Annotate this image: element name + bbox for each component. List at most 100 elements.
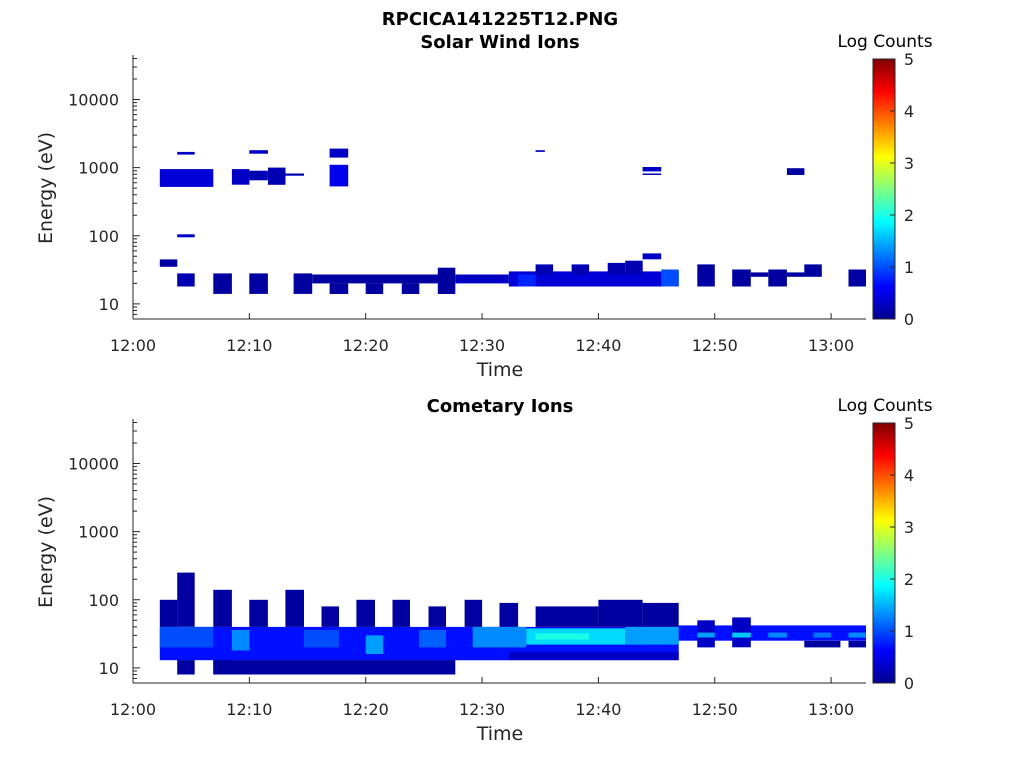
heatmap-cell xyxy=(642,602,679,627)
heatmap-cells xyxy=(159,572,866,675)
x-tick-label: 12:10 xyxy=(226,700,272,719)
x-tick-label: 12:40 xyxy=(575,700,621,719)
heatmap-cell xyxy=(177,234,195,238)
heatmap-cell xyxy=(768,632,787,638)
heatmap-cell xyxy=(607,262,626,275)
heatmap-cell xyxy=(768,269,787,287)
figure-title: RPCICA141225T12.PNG xyxy=(382,9,618,30)
heatmap-cell xyxy=(392,599,410,627)
y-tick-label: 10000 xyxy=(68,91,119,110)
heatmap-cell xyxy=(813,632,832,638)
heatmap-cell xyxy=(535,264,554,275)
heatmap-cell xyxy=(642,173,662,175)
heatmap-cell xyxy=(642,167,662,172)
colorbar-tick-label: 5 xyxy=(904,414,914,433)
colorbar: 0 1 2 3 4 5 xyxy=(872,50,914,329)
heatmap-cell xyxy=(249,150,268,154)
heatmap-cell xyxy=(329,148,349,158)
cometary-panel: Cometary Ions Log Counts Time Energy (eV… xyxy=(35,396,933,745)
heatmap-cell xyxy=(786,272,805,277)
heatmap-cell xyxy=(285,589,304,627)
x-tick-label: 12:50 xyxy=(692,700,738,719)
heatmap-cell xyxy=(231,169,250,185)
colorbar: 0 1 2 3 4 5 xyxy=(872,414,914,693)
colorbar-tick-label: 4 xyxy=(904,102,914,121)
heatmap-cell xyxy=(518,274,536,287)
heatmap-cell xyxy=(697,632,715,638)
heatmap-cell xyxy=(285,173,304,176)
heatmap-cell xyxy=(321,606,339,627)
x-tick-label: 12:00 xyxy=(110,336,156,355)
y-tick-label: 100 xyxy=(88,591,119,610)
heatmap-cell xyxy=(304,630,339,648)
heatmap-cell xyxy=(661,269,679,287)
heatmap-cell xyxy=(786,168,805,175)
heatmap-cell xyxy=(804,640,841,648)
colorbar-label: Log Counts xyxy=(837,396,932,416)
heatmap-cell xyxy=(848,632,866,638)
heatmap-cell xyxy=(159,259,178,267)
heatmap-cell xyxy=(508,652,679,661)
heatmap-cell xyxy=(159,599,178,627)
heatmap-cell xyxy=(750,272,769,277)
colorbar-label: Log Counts xyxy=(837,32,932,52)
y-tick-label: 10 xyxy=(99,659,119,678)
y-tick-label: 1000 xyxy=(78,159,119,178)
heatmap-cell xyxy=(642,253,662,260)
y-tick-label: 10000 xyxy=(68,455,119,474)
heatmap-cell xyxy=(177,572,195,627)
heatmap-cell xyxy=(428,606,446,627)
x-tick-label: 12:30 xyxy=(459,336,505,355)
heatmap-cell xyxy=(571,264,590,275)
x-tick-label: 12:20 xyxy=(343,336,389,355)
panel-title: Cometary Ions xyxy=(427,396,574,417)
heatmap-cell xyxy=(365,283,384,294)
colorbar-tick-label: 4 xyxy=(904,466,914,485)
heatmap-cell xyxy=(365,635,384,654)
colorbar-tick-label: 1 xyxy=(904,622,914,641)
heatmap-cell xyxy=(231,630,250,651)
heatmap-cell xyxy=(535,606,599,627)
colorbar-tick-label: 0 xyxy=(904,310,914,329)
y-tick-label: 10 xyxy=(99,295,119,314)
x-tick-label: 13:00 xyxy=(808,700,854,719)
solar-wind-panel: Solar Wind Ions Log Counts Time Energy (… xyxy=(35,32,933,381)
heatmap-cell xyxy=(177,660,195,675)
x-tick-label: 12:30 xyxy=(459,700,505,719)
heatmap-cell xyxy=(455,274,509,284)
x-axis-label: Time xyxy=(476,359,524,381)
colorbar-tick-label: 3 xyxy=(904,154,914,173)
axes: 12:00 12:10 12:20 12:30 12:40 12:50 13:00 10 100… xyxy=(68,55,866,355)
heatmap-cell xyxy=(268,167,286,185)
heatmap-cell xyxy=(249,170,268,181)
x-axis-label: Time xyxy=(476,723,524,745)
x-tick-label: 12:40 xyxy=(575,336,621,355)
x-tick-label: 12:10 xyxy=(226,336,272,355)
heatmap-cell xyxy=(213,273,232,294)
heatmap-cell xyxy=(293,273,313,294)
heatmap-cell xyxy=(177,151,195,155)
heatmap-cell xyxy=(732,632,751,638)
y-tick-label: 1000 xyxy=(78,523,119,542)
colorbar-tick-label: 0 xyxy=(904,674,914,693)
heatmap-cell xyxy=(625,626,679,645)
heatmap-cell xyxy=(401,283,420,294)
heatmap-cells xyxy=(159,148,866,294)
heatmap-cell xyxy=(804,264,822,277)
heatmap-cell xyxy=(848,640,866,648)
colorbar-tick-label: 1 xyxy=(904,258,914,277)
heatmap-cell xyxy=(508,271,679,287)
y-axis-label: Energy (eV) xyxy=(35,132,57,244)
heatmap-cell xyxy=(499,602,519,627)
heatmap-cell xyxy=(213,660,456,675)
x-tick-label: 13:00 xyxy=(808,336,854,355)
x-tick-label: 12:20 xyxy=(343,700,389,719)
heatmap-cell xyxy=(437,267,456,294)
heatmap-cell xyxy=(159,169,214,187)
heatmap-cell xyxy=(455,652,509,661)
colorbar-gradient xyxy=(872,422,896,684)
heatmap-cell xyxy=(848,269,866,287)
heatmap-cell xyxy=(464,599,483,627)
heatmap-cell xyxy=(329,164,349,187)
heatmap-cell xyxy=(732,269,751,287)
